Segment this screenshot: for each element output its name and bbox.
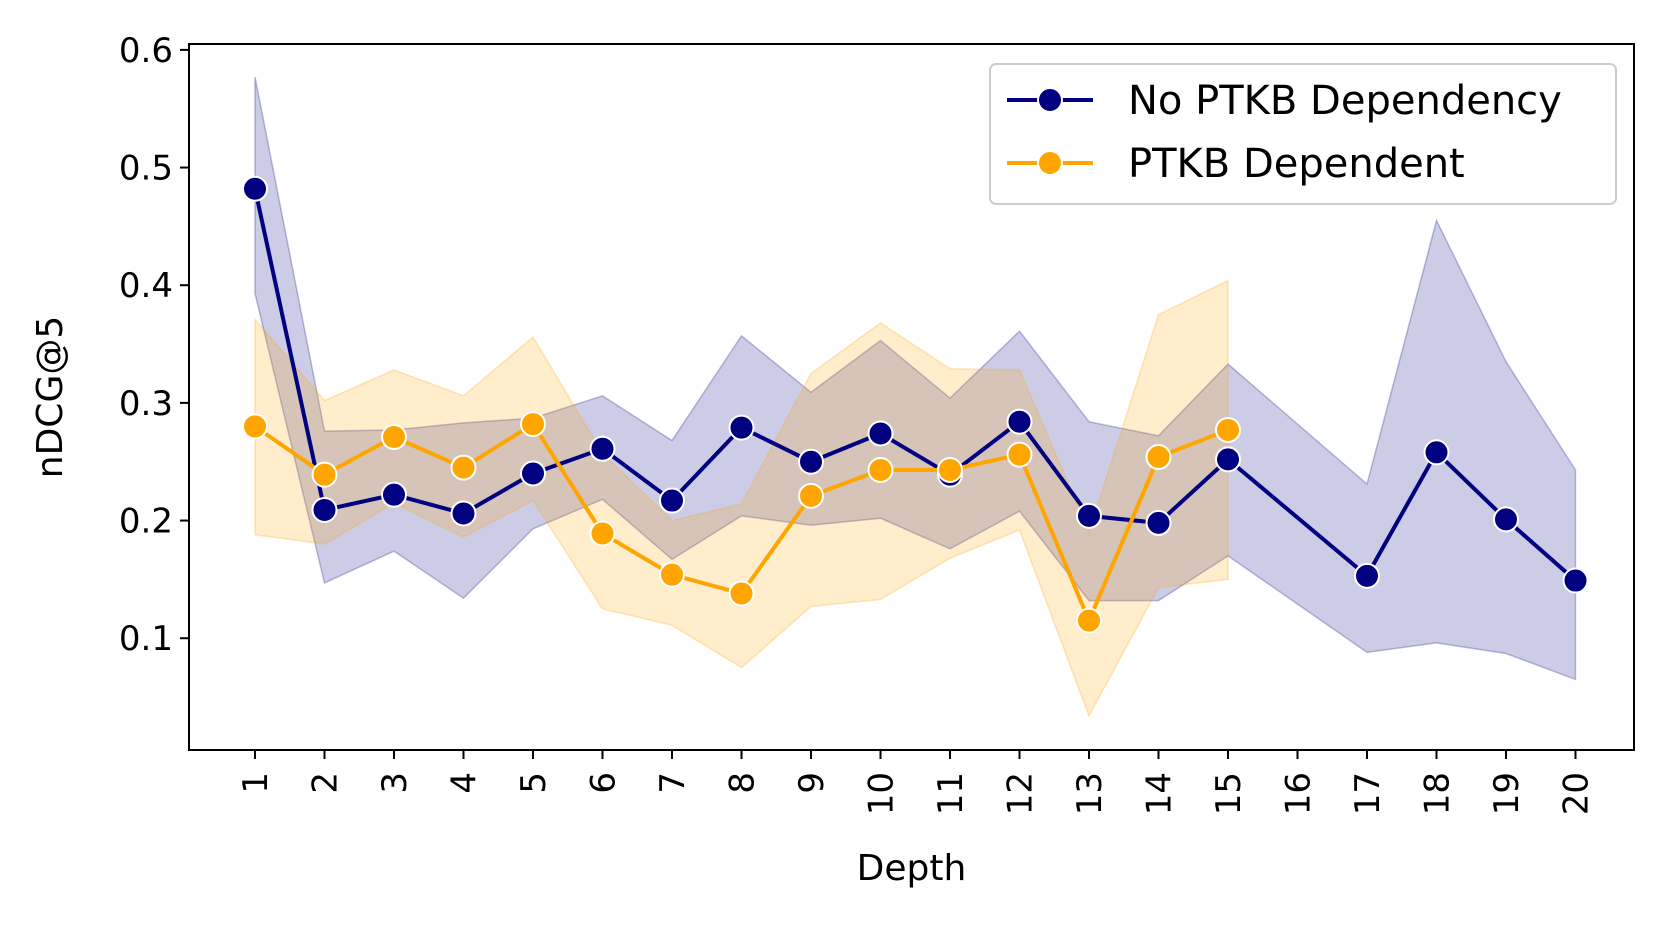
x-tick-label: 16 <box>1279 772 1319 815</box>
point-series-1-depth-10 <box>867 420 894 447</box>
point-series-2-depth-1 <box>242 413 268 440</box>
y-tick-label: 0.6 <box>119 31 173 71</box>
x-tick-label: 13 <box>1070 772 1110 815</box>
point-series-1-depth-8 <box>728 414 755 441</box>
point-series-2-depth-4 <box>450 454 477 481</box>
point-series-2-depth-14 <box>1145 444 1172 471</box>
point-series-1-depth-6 <box>589 435 616 462</box>
x-tick-label: 11 <box>931 772 971 815</box>
legend-box <box>989 63 1617 205</box>
band-series-1 <box>254 76 1577 681</box>
point-series-2-depth-11 <box>937 456 963 483</box>
point-series-1-depth-15 <box>1215 446 1241 473</box>
point-series-1-depth-18 <box>1423 439 1450 466</box>
series-points <box>242 175 1589 634</box>
point-series-2-depth-6 <box>589 520 616 547</box>
x-tick-label: 9 <box>792 772 832 794</box>
x-tick-label: 20 <box>1557 772 1597 815</box>
y-tick-label: 0.3 <box>119 384 173 424</box>
x-tick-label: 10 <box>862 772 902 815</box>
y-tick-label: 0.4 <box>119 266 173 306</box>
x-tick-label: 7 <box>653 772 693 794</box>
x-tick-label: 4 <box>445 772 485 794</box>
x-axis-label: Depth <box>857 848 967 889</box>
legend-label: PTKB Dependent <box>1128 141 1465 187</box>
point-series-1-depth-4 <box>450 500 477 527</box>
x-tick-label: 18 <box>1418 772 1458 815</box>
point-series-1-depth-7 <box>659 487 685 514</box>
y-tick-label: 0.5 <box>119 149 173 189</box>
x-tick-label: 2 <box>306 772 346 794</box>
point-series-2-depth-12 <box>1006 441 1033 468</box>
x-tick-label: 14 <box>1140 772 1180 815</box>
x-tick-label: 12 <box>1001 772 1041 815</box>
legend-swatch-marker <box>1037 150 1063 176</box>
point-series-1-depth-19 <box>1493 506 1519 533</box>
x-tick-label: 17 <box>1348 772 1388 815</box>
x-tick-label: 5 <box>514 772 554 794</box>
x-tick-label: 3 <box>375 772 415 794</box>
point-series-2-depth-2 <box>311 461 338 488</box>
legend-label: No PTKB Dependency <box>1128 78 1562 124</box>
point-series-1-depth-2 <box>311 496 338 523</box>
legend-swatch-marker <box>1037 87 1063 113</box>
x-tick-label: 6 <box>584 772 624 794</box>
point-series-1-depth-9 <box>798 448 824 475</box>
y-tick-label: 0.1 <box>119 619 173 659</box>
point-series-2-depth-15 <box>1215 416 1241 443</box>
y-axis-label: nDCG@5 <box>30 316 71 478</box>
point-series-2-depth-7 <box>659 561 685 588</box>
point-series-1-depth-12 <box>1006 408 1033 435</box>
plot-frame <box>188 43 1635 751</box>
x-tick-label: 8 <box>723 772 763 794</box>
point-series-1-depth-5 <box>520 460 546 487</box>
point-series-1-depth-1 <box>242 175 268 202</box>
y-tick-label: 0.2 <box>119 502 173 542</box>
x-axis: 1 2 3 4 5 6 7 8 9 10 11 12 13 14 15 16 17 18 19 20 <box>236 750 1597 815</box>
point-series-1-depth-13 <box>1076 502 1102 529</box>
point-series-2-depth-10 <box>867 456 894 483</box>
point-series-1-depth-3 <box>381 481 407 508</box>
point-series-2-depth-8 <box>728 580 755 607</box>
point-series-2-depth-13 <box>1076 607 1102 634</box>
x-tick-label: 1 <box>236 772 276 794</box>
point-series-2-depth-3 <box>381 424 407 451</box>
point-series-1-depth-14 <box>1145 509 1172 536</box>
legend: No PTKB Dependency PTKB Dependent <box>989 63 1617 205</box>
point-series-1-depth-17 <box>1354 562 1380 589</box>
point-series-1-depth-20 <box>1562 567 1589 594</box>
point-series-2-depth-9 <box>798 482 824 509</box>
point-series-2-depth-5 <box>520 411 546 438</box>
y-axis: 0.1 0.2 0.3 0.4 0.5 0.6 <box>119 31 189 659</box>
x-tick-label: 15 <box>1209 772 1249 815</box>
x-tick-label: 19 <box>1487 772 1527 815</box>
